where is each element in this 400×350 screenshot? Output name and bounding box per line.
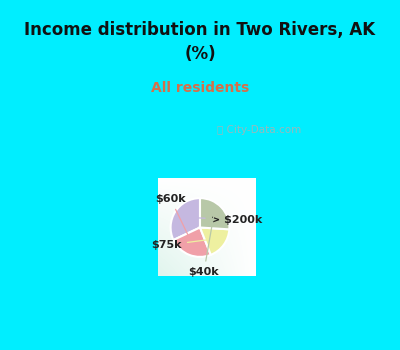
- Text: > $200k: > $200k: [187, 215, 262, 225]
- Wedge shape: [200, 228, 229, 255]
- Wedge shape: [171, 198, 200, 240]
- Text: $75k: $75k: [152, 239, 213, 250]
- Text: Income distribution in Two Rivers, AK
(%): Income distribution in Two Rivers, AK (%…: [24, 21, 376, 63]
- Text: $40k: $40k: [189, 217, 219, 276]
- Wedge shape: [173, 228, 211, 257]
- Text: All residents: All residents: [151, 80, 249, 94]
- Text: ⓘ City-Data.com: ⓘ City-Data.com: [217, 125, 301, 134]
- Text: $60k: $60k: [155, 194, 192, 243]
- Wedge shape: [200, 198, 229, 229]
